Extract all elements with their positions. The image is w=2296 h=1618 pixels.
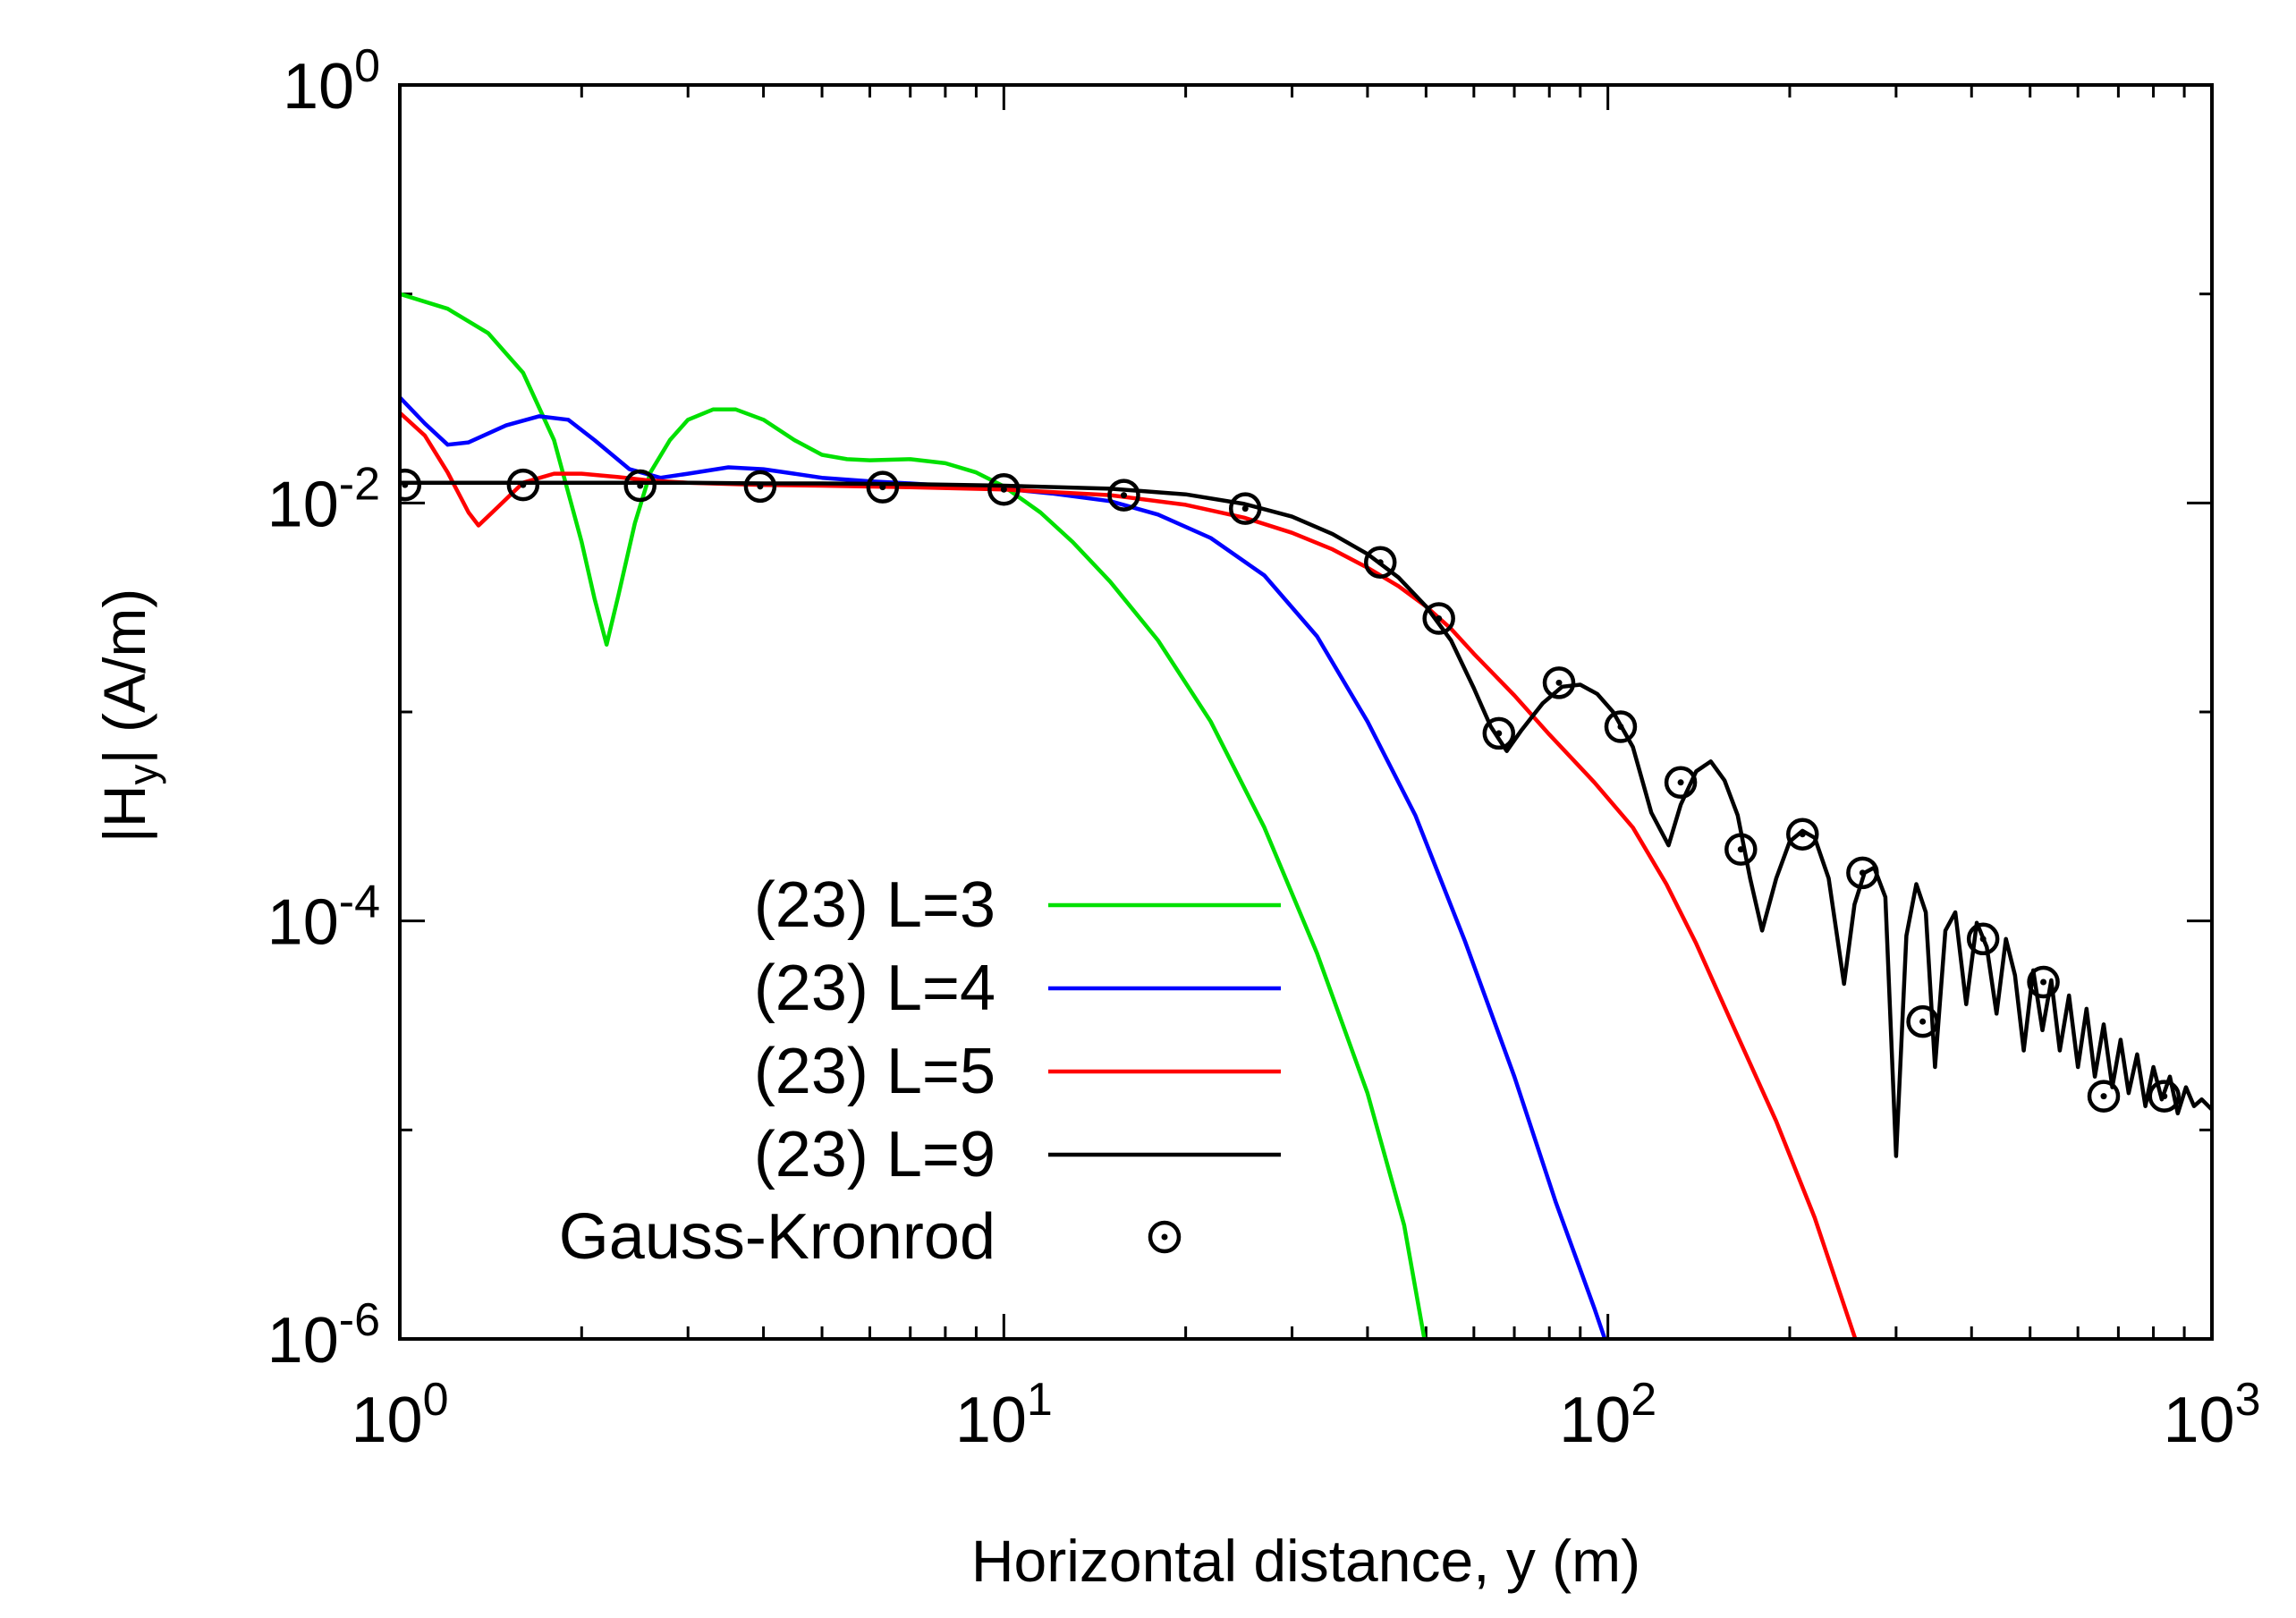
x-tick-label-base: 10 <box>351 1385 422 1456</box>
x-axis-label: Horizontal distance, y (m) <box>971 1528 1640 1594</box>
gauss-kronrod-point-dot <box>1919 1018 1927 1025</box>
legend: (23) L=3 (23) L=4 (23) L=5 (23) L=9 Gauss-Kr… <box>559 869 1281 1273</box>
gauss-kronrod-point-dot <box>1617 723 1624 730</box>
gauss-kronrod-point <box>1664 766 1698 800</box>
gauss-kronrod-point <box>1107 479 1140 512</box>
gauss-kronrod-point-dot <box>1495 730 1503 737</box>
x-tick-label-exponent: 3 <box>2235 1374 2261 1426</box>
gauss-kronrod-point <box>1724 833 1758 866</box>
gauss-kronrod-point <box>1846 856 1879 890</box>
gauss-kronrod-point-dot <box>1859 869 1866 877</box>
x-tick-label: 100 <box>351 1374 448 1456</box>
y-axis-label-part-2: | (A/m) <box>91 589 157 765</box>
gauss-kronrod-point-dot <box>1555 679 1563 686</box>
legend-label-4: (23) L=9 <box>754 1119 995 1190</box>
y-tick-label: 10-6 <box>267 1294 380 1377</box>
axis-ticks <box>398 83 2212 1341</box>
y-tick-label-base: 10 <box>267 1305 339 1377</box>
gauss-kronrod-point-dot <box>402 481 409 488</box>
y-tick-label-base: 10 <box>267 469 339 540</box>
plot-area <box>400 292 2212 1339</box>
gauss-kronrod-point-dot <box>879 484 886 491</box>
legend-marker-dot <box>1161 1233 1168 1241</box>
plot-frame <box>398 83 2214 1341</box>
gauss-kronrod-point <box>1966 922 2000 956</box>
x-tick-label: 101 <box>955 1374 1053 1456</box>
legend-label-2: (23) L=4 <box>754 953 995 1024</box>
gauss-kronrod-point <box>1786 817 1819 851</box>
y-tick-label-exponent: -6 <box>339 1294 380 1346</box>
y-tick-label: 100 <box>283 40 380 123</box>
y-tick-label-base: 10 <box>283 51 354 123</box>
gauss-kronrod-point-dot <box>1979 936 1987 943</box>
y-tick-label: 10-2 <box>267 458 380 540</box>
gauss-kronrod-point-dot <box>2161 1093 2168 1100</box>
gauss-kronrod-point-dot <box>1436 615 1443 623</box>
gauss-kronrod-point <box>866 470 900 504</box>
x-tick-label-base: 10 <box>2163 1385 2234 1456</box>
y-tick-label-exponent: 0 <box>354 40 380 92</box>
gauss-kronrod-point-dot <box>520 481 527 488</box>
legend-label-3: (23) L=5 <box>754 1036 995 1107</box>
gauss-kronrod-point-dot <box>1737 846 1744 853</box>
x-tick-label: 102 <box>1559 1374 1656 1456</box>
series-line-1 <box>400 292 1427 1339</box>
gauss-kronrod-point <box>506 468 540 502</box>
gauss-kronrod-point-dot <box>1241 505 1249 513</box>
x-tick-label: 103 <box>2163 1374 2260 1456</box>
y-axis-label-subscript: y <box>120 764 166 784</box>
series-line-3 <box>400 411 1858 1339</box>
gauss-kronrod-point-dot <box>1677 779 1684 786</box>
gauss-kronrod-point <box>2148 1080 2182 1113</box>
gauss-kronrod-point-dot <box>1799 831 1806 838</box>
legend-label-5: Gauss-Kronrod <box>559 1201 995 1273</box>
gauss-kronrod-point-dot <box>1120 492 1127 499</box>
gauss-kronrod-point <box>1228 492 1262 525</box>
gauss-kronrod-point <box>987 473 1021 506</box>
x-tick-label-base: 10 <box>1559 1385 1631 1456</box>
gauss-kronrod-point <box>2087 1080 2121 1113</box>
gauss-kronrod-point-dot <box>637 482 644 489</box>
y-tick-label-base: 10 <box>267 887 339 959</box>
gauss-kronrod-point <box>2027 965 2060 999</box>
gauss-kronrod-point-dot <box>1377 559 1384 566</box>
gauss-kronrod-point <box>400 468 422 502</box>
gauss-kronrod-point-dot <box>2100 1093 2107 1100</box>
gauss-kronrod-point <box>1363 546 1397 579</box>
y-axis-label: |Hy| (A/m) <box>91 589 166 843</box>
y-tick-label-exponent: -4 <box>339 877 380 928</box>
y-tick-label-exponent: -2 <box>339 458 380 510</box>
x-tick-label-exponent: 0 <box>423 1374 449 1426</box>
gauss-kronrod-point <box>1542 666 1576 699</box>
gauss-kronrod-point <box>1482 716 1516 750</box>
gauss-kronrod-point <box>623 469 657 503</box>
x-tick-label-exponent: 1 <box>1027 1374 1053 1426</box>
gauss-kronrod-point <box>1604 710 1638 743</box>
y-axis-label-group: |Hy| (A/m) <box>91 589 166 843</box>
gauss-kronrod-point-dot <box>2040 978 2047 986</box>
legend-marker-gauss-kronrod <box>1148 1220 1182 1254</box>
gauss-kronrod-point <box>1906 1004 1939 1038</box>
series-group <box>400 292 2212 1339</box>
gauss-kronrod-point <box>743 470 777 504</box>
series-line-4 <box>400 480 2212 1158</box>
gauss-kronrod-point-dot <box>757 483 764 490</box>
gauss-kronrod-point <box>1422 602 1455 635</box>
x-tick-label-base: 10 <box>955 1385 1027 1456</box>
y-tick-label: 10-4 <box>267 877 380 959</box>
y-axis-label-part-1: |H <box>91 784 157 843</box>
x-tick-label-exponent: 2 <box>1631 1374 1656 1426</box>
legend-label-1: (23) L=3 <box>754 869 995 941</box>
gauss-kronrod-point-dot <box>1000 486 1007 493</box>
